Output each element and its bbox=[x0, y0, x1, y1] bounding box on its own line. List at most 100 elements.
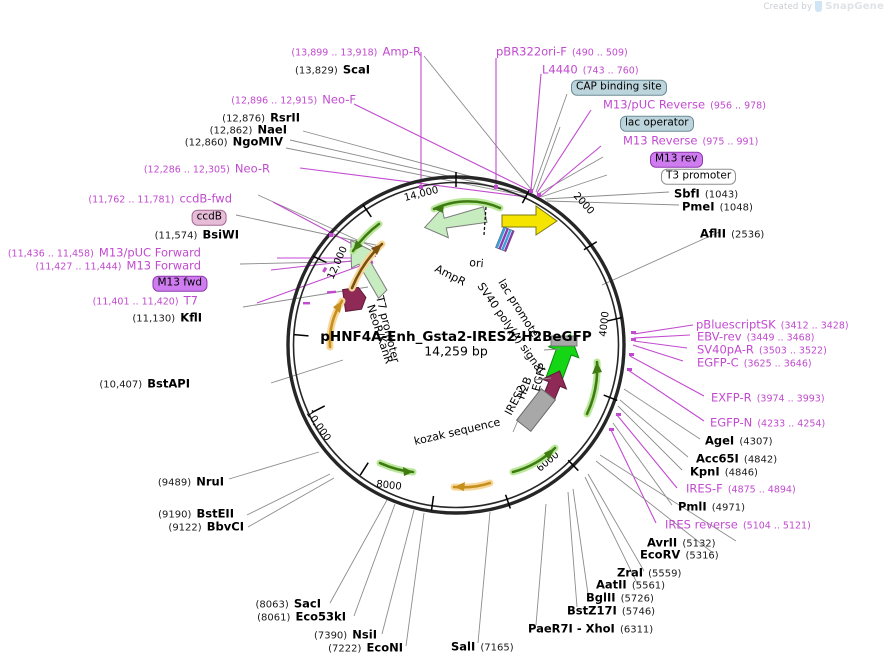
watermark-brand: SnapGene bbox=[825, 1, 884, 12]
label-neo-r[interactable]: (12,286 .. 12,305) Neo-R bbox=[144, 160, 270, 177]
leader-lines-gray-topleft bbox=[228, 55, 532, 647]
label-nrui-name: NruI bbox=[196, 474, 224, 489]
label-t7-primer-name: T7 bbox=[183, 293, 198, 308]
label-t7-primer[interactable]: (11,401 .. 11,420) T7 bbox=[93, 292, 198, 309]
label-nsii-name: NsiI bbox=[352, 627, 377, 642]
label-m13-puc-forward-pos: (11,436 .. 11,458) bbox=[7, 248, 94, 260]
label-m13-reverse-name: M13 Reverse bbox=[623, 133, 698, 148]
label-eco53ki-pos: (8061) bbox=[257, 612, 291, 624]
label-ccdb-badge[interactable]: ccdB bbox=[191, 207, 227, 226]
label-neo-f[interactable]: (12,896 .. 12,915) Neo-F bbox=[231, 91, 356, 108]
label-m13-forward[interactable]: (11,427 .. 11,444) M13 Forward bbox=[35, 257, 201, 274]
label-ccdb-fwd[interactable]: (11,762 .. 11,781) ccdB-fwd bbox=[88, 190, 232, 207]
label-paer7i-xhoi-pos: (6311) bbox=[619, 624, 654, 636]
label-neo-r-pos: (12,286 .. 12,305) bbox=[143, 164, 230, 176]
label-m13-reverse-pos: (975 .. 991) bbox=[702, 136, 759, 148]
label-agei-name: AgeI bbox=[705, 433, 735, 448]
label-m13-puc-forward-name: M13/pUC Forward bbox=[98, 245, 201, 260]
label-m13-puc-reverse[interactable]: M13/pUC Reverse (956 .. 978) bbox=[603, 96, 766, 113]
label-nrui-pos: (9489) bbox=[157, 477, 192, 489]
label-pbr322ori-f[interactable]: pBR322ori-F (490 .. 509) bbox=[496, 43, 628, 60]
label-bstz17i-name: BstZ17I bbox=[567, 603, 617, 618]
label-t3-promoter-badge[interactable]: T3 promoter bbox=[661, 166, 737, 185]
label-zrai[interactable]: ZraI (5559) bbox=[617, 564, 681, 581]
label-neo-f-pos: (12,896 .. 12,915) bbox=[231, 95, 318, 107]
label-saci[interactable]: (8063) SacI bbox=[256, 595, 322, 612]
label-m13-reverse[interactable]: M13 Reverse (975 .. 991) bbox=[623, 132, 758, 149]
label-scai[interactable]: (13,829) ScaI bbox=[295, 61, 370, 78]
label-ires-f[interactable]: IRES-F (4875 .. 4894) bbox=[686, 480, 796, 497]
label-econi[interactable]: (7222) EcoNI bbox=[328, 639, 403, 656]
label-amp-r[interactable]: (13,899 .. 13,918) Amp-R bbox=[291, 43, 421, 60]
label-rsrii[interactable]: (12,876) RsrII bbox=[222, 109, 300, 126]
label-m13-rev-badge[interactable]: M13 rev bbox=[650, 149, 703, 168]
label-cap-binding-site[interactable]: CAP binding site bbox=[571, 77, 667, 96]
label-exfp-r-pos: (3974 .. 3993) bbox=[756, 393, 825, 405]
tick-label-2000: 2000 bbox=[571, 191, 596, 217]
label-egfp-c-name: EGFP-C bbox=[697, 355, 739, 370]
label-zrai-name: ZraI bbox=[617, 565, 644, 580]
label-bsteii[interactable]: (9190) BstEII bbox=[158, 505, 234, 522]
tick-label-8000: 8000 bbox=[376, 479, 402, 493]
label-m13-fwd-badge[interactable]: M13 fwd bbox=[152, 273, 207, 292]
label-kpni[interactable]: KpnI (4846) bbox=[690, 463, 758, 480]
label-pbluescriptsk[interactable]: pBluescriptSK (3412 .. 3428) bbox=[696, 316, 849, 333]
label-bbvci-name: BbvCI bbox=[206, 519, 244, 534]
label-aatii-pos: (5561) bbox=[631, 580, 666, 592]
label-egfp-n[interactable]: EGFP-N (4233 .. 4254) bbox=[710, 414, 825, 431]
label-ecorv[interactable]: EcoRV (5316) bbox=[640, 546, 719, 563]
label-neo-f-name: Neo-F bbox=[322, 92, 356, 107]
label-pmli[interactable]: PmlI (4971) bbox=[678, 498, 745, 515]
label-egfp-n-pos: (4233 .. 4254) bbox=[757, 418, 826, 430]
label-eco53ki[interactable]: (8061) Eco53kI bbox=[257, 608, 346, 625]
direction-arrows bbox=[326, 197, 602, 491]
label-rsrii-name: RsrII bbox=[270, 110, 300, 125]
label-egfp-n-name: EGFP-N bbox=[710, 415, 753, 430]
label-ires-reverse[interactable]: IRES reverse (5104 .. 5121) bbox=[665, 516, 811, 533]
label-bglii[interactable]: BglII (5726) bbox=[586, 589, 654, 606]
label-exfp-r[interactable]: EXFP-R (3974 .. 3993) bbox=[711, 389, 825, 406]
label-kfli[interactable]: (11,130) KflI bbox=[132, 309, 202, 326]
label-pmei[interactable]: PmeI (1048) bbox=[682, 198, 753, 215]
label-ngomiv[interactable]: (12,860) NgoMIV bbox=[185, 133, 283, 150]
label-sali[interactable]: SalI (7165) bbox=[451, 638, 514, 655]
label-agei[interactable]: AgeI (4307) bbox=[705, 432, 773, 449]
label-sv40pa-r[interactable]: SV40pA-R (3503 .. 3522) bbox=[697, 341, 827, 358]
badge-t3-promoter: T3 promoter bbox=[661, 168, 737, 185]
label-aflii[interactable]: AflII (2536) bbox=[700, 225, 764, 242]
label-egfp-c[interactable]: EGFP-C (3625 .. 3646) bbox=[697, 354, 812, 371]
label-acc65i[interactable]: Acc65I (4842) bbox=[696, 450, 777, 467]
label-nsii[interactable]: (7390) NsiI bbox=[314, 626, 377, 643]
plasmid-name: pHNF4A-Enh_Gsta2-IRES2-H2BeGFP bbox=[320, 329, 592, 345]
label-aatii[interactable]: AatII (5561) bbox=[596, 576, 665, 593]
label-sv40pa-r-name: SV40pA-R bbox=[697, 342, 754, 357]
label-ebv-rev[interactable]: EBV-rev (3449 .. 3468) bbox=[697, 328, 814, 345]
label-l4440-pos: (743 .. 760) bbox=[582, 65, 639, 77]
label-sbfi[interactable]: SbfI (1043) bbox=[674, 185, 738, 202]
label-amp-r-pos: (13,899 .. 13,918) bbox=[291, 47, 378, 59]
label-egfp-c-pos: (3625 .. 3646) bbox=[743, 358, 812, 370]
label-l4440[interactable]: L4440 (743 .. 760) bbox=[542, 61, 639, 78]
label-avrii[interactable]: AvrII (5132) bbox=[647, 534, 716, 551]
label-naei[interactable]: (12,862) NaeI bbox=[210, 121, 287, 138]
label-nrui[interactable]: (9489) NruI bbox=[158, 473, 224, 490]
label-ires-f-name: IRES-F bbox=[686, 481, 723, 496]
label-bstz17i[interactable]: BstZ17I (5746) bbox=[567, 602, 655, 619]
label-bsiwi[interactable]: (11,574) BsiWI bbox=[155, 226, 239, 243]
label-scai-pos: (13,829) bbox=[294, 65, 338, 77]
label-pbr322ori-f-pos: (490 .. 509) bbox=[571, 47, 628, 59]
label-bsiwi-pos: (11,574) bbox=[154, 230, 198, 242]
label-bstapi[interactable]: (10,407) BstAPI bbox=[99, 375, 190, 392]
label-bbvci[interactable]: (9122) BbvCI bbox=[168, 518, 244, 535]
label-m13-puc-reverse-pos: (956 .. 978) bbox=[710, 100, 766, 112]
label-paer7i-xhoi[interactable]: PaeR7I - XhoI (6311) bbox=[528, 620, 653, 637]
label-ires-f-pos: (4875 .. 4894) bbox=[727, 484, 796, 496]
label-sali-pos: (7165) bbox=[480, 642, 514, 654]
leader-lines-primer-topright bbox=[495, 58, 602, 197]
label-acc65i-name: Acc65I bbox=[696, 451, 739, 466]
label-sali-name: SalI bbox=[451, 639, 476, 654]
label-lac-operator[interactable]: lac operator bbox=[620, 113, 694, 132]
label-m13-puc-forward[interactable]: (11,436 .. 11,458) M13/pUC Forward bbox=[8, 244, 201, 261]
